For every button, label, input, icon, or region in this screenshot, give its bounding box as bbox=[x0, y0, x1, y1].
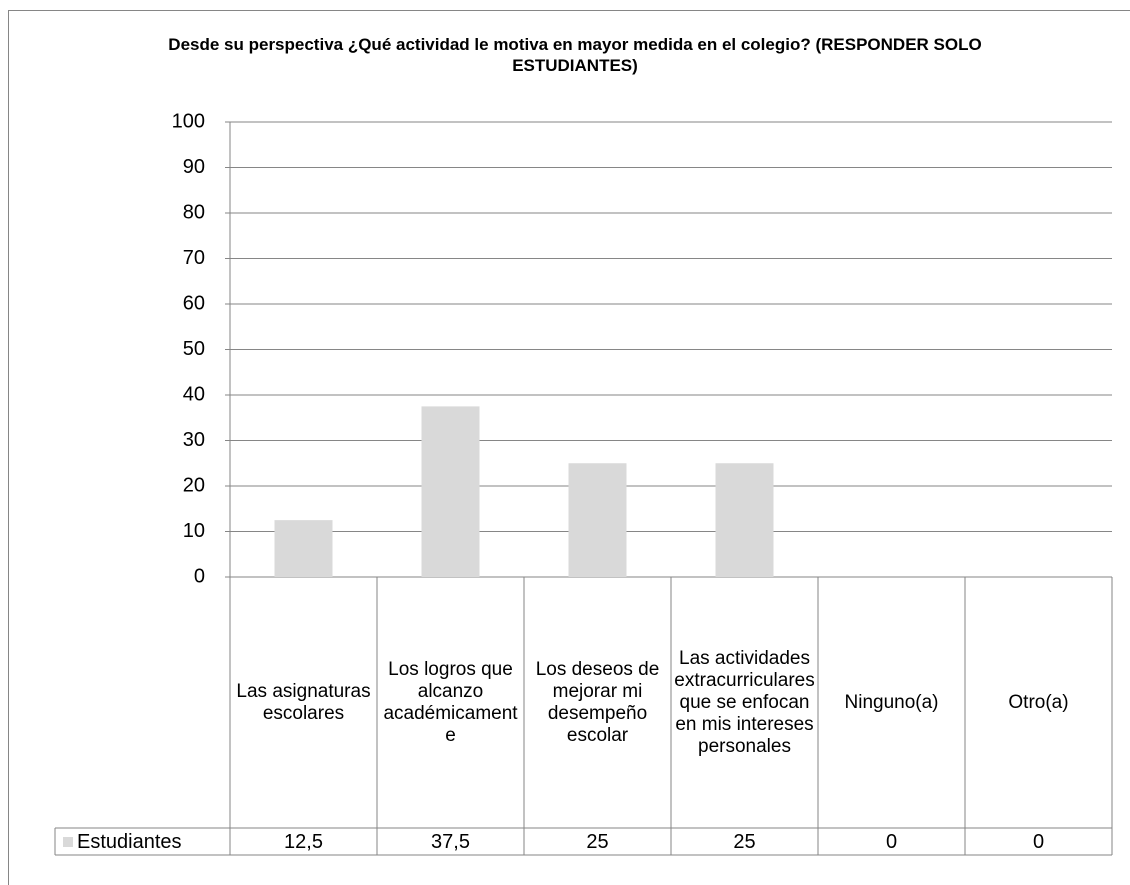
bar bbox=[421, 406, 480, 577]
x-tick-label: Ninguno(a) bbox=[844, 691, 939, 713]
y-tick-label: 100 bbox=[172, 110, 205, 132]
y-tick-label: 50 bbox=[183, 338, 205, 360]
legend-label: Estudiantes bbox=[77, 830, 182, 853]
bar bbox=[715, 463, 774, 577]
y-tick-label: 10 bbox=[183, 520, 205, 542]
data-table-value: 25 bbox=[733, 830, 756, 853]
data-table-value: 0 bbox=[885, 830, 898, 853]
y-tick-label: 70 bbox=[183, 247, 205, 269]
x-tick-label: Otro(a) bbox=[1008, 691, 1069, 713]
y-tick-label: 30 bbox=[183, 429, 205, 451]
y-tick-label: 80 bbox=[183, 201, 205, 223]
y-tick-label: 20 bbox=[183, 474, 205, 496]
data-table-value: 12,5 bbox=[284, 830, 323, 853]
x-tick-label: Los deseos de mejorar mi desempeño escol… bbox=[535, 658, 660, 746]
data-table-value: 0 bbox=[1032, 830, 1045, 853]
x-tick-label: Los logros que alcanzo académicamente bbox=[383, 658, 518, 746]
legend-swatch bbox=[63, 837, 73, 847]
y-tick-label: 60 bbox=[183, 292, 205, 314]
x-tick-label: Las asignaturas escolares bbox=[236, 680, 371, 724]
bar bbox=[568, 463, 627, 577]
y-tick-label: 40 bbox=[183, 383, 205, 405]
bar bbox=[274, 520, 333, 577]
chart-frame bbox=[8, 10, 1130, 885]
data-table-value: 25 bbox=[586, 830, 609, 853]
data-table-value: 37,5 bbox=[431, 830, 470, 853]
y-tick-label: 0 bbox=[194, 565, 205, 587]
x-tick-label: Las actividades extracurriculares que se… bbox=[674, 647, 815, 757]
y-tick-label: 90 bbox=[183, 156, 205, 178]
chart-title: Desde su perspectiva ¿Qué actividad le m… bbox=[168, 35, 982, 75]
